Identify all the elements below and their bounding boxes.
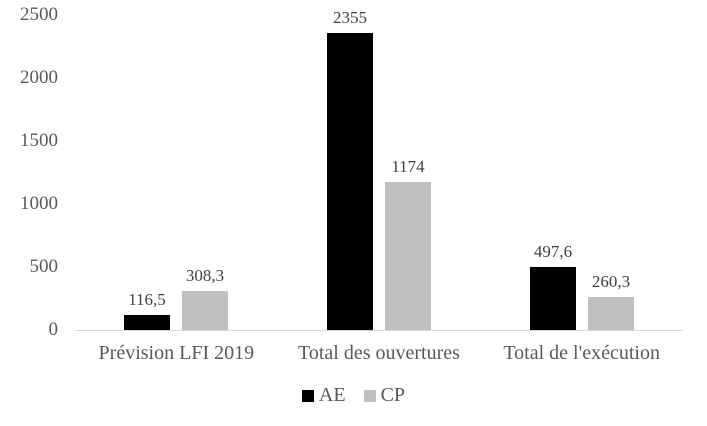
bar-ae-0 — [124, 315, 170, 330]
bar-cp-2 — [588, 297, 634, 330]
y-axis-tick-label: 2500 — [20, 4, 58, 25]
value-label-ae-1: 2355 — [333, 8, 367, 27]
value-label-cp-1: 1174 — [391, 157, 425, 176]
x-axis-line — [75, 330, 683, 331]
legend-label-ae: AE — [318, 384, 346, 406]
value-label-ae-0: 116,5 — [128, 290, 166, 309]
bar-cp-1 — [385, 182, 431, 330]
y-axis-tick-label: 1500 — [20, 130, 58, 151]
category-label-1: Total des ouvertures — [298, 342, 460, 364]
y-axis-tick-label: 1000 — [20, 193, 58, 214]
y-axis-tick-label: 2000 — [20, 67, 58, 88]
category-label-0: Prévision LFI 2019 — [98, 342, 255, 364]
y-axis-tick-label: 0 — [48, 319, 59, 340]
category-label-2: Total de l'exécution — [503, 342, 660, 364]
bar-ae-2 — [530, 267, 576, 330]
bar-ae-1 — [327, 33, 373, 330]
value-label-ae-2: 497,6 — [533, 242, 573, 261]
legend-swatch-cp-icon — [363, 389, 376, 402]
y-axis-tick-label: 500 — [29, 256, 59, 277]
value-label-cp-0: 308,3 — [185, 266, 225, 285]
bar-cp-0 — [182, 291, 228, 330]
legend-swatch-ae-icon — [301, 389, 314, 402]
value-label-cp-2: 260,3 — [591, 272, 631, 291]
legend: AE CP — [0, 384, 707, 407]
legend-item-ae: AE — [301, 384, 346, 407]
legend-item-cp: CP — [363, 384, 406, 407]
legend-label-cp: CP — [380, 384, 406, 406]
